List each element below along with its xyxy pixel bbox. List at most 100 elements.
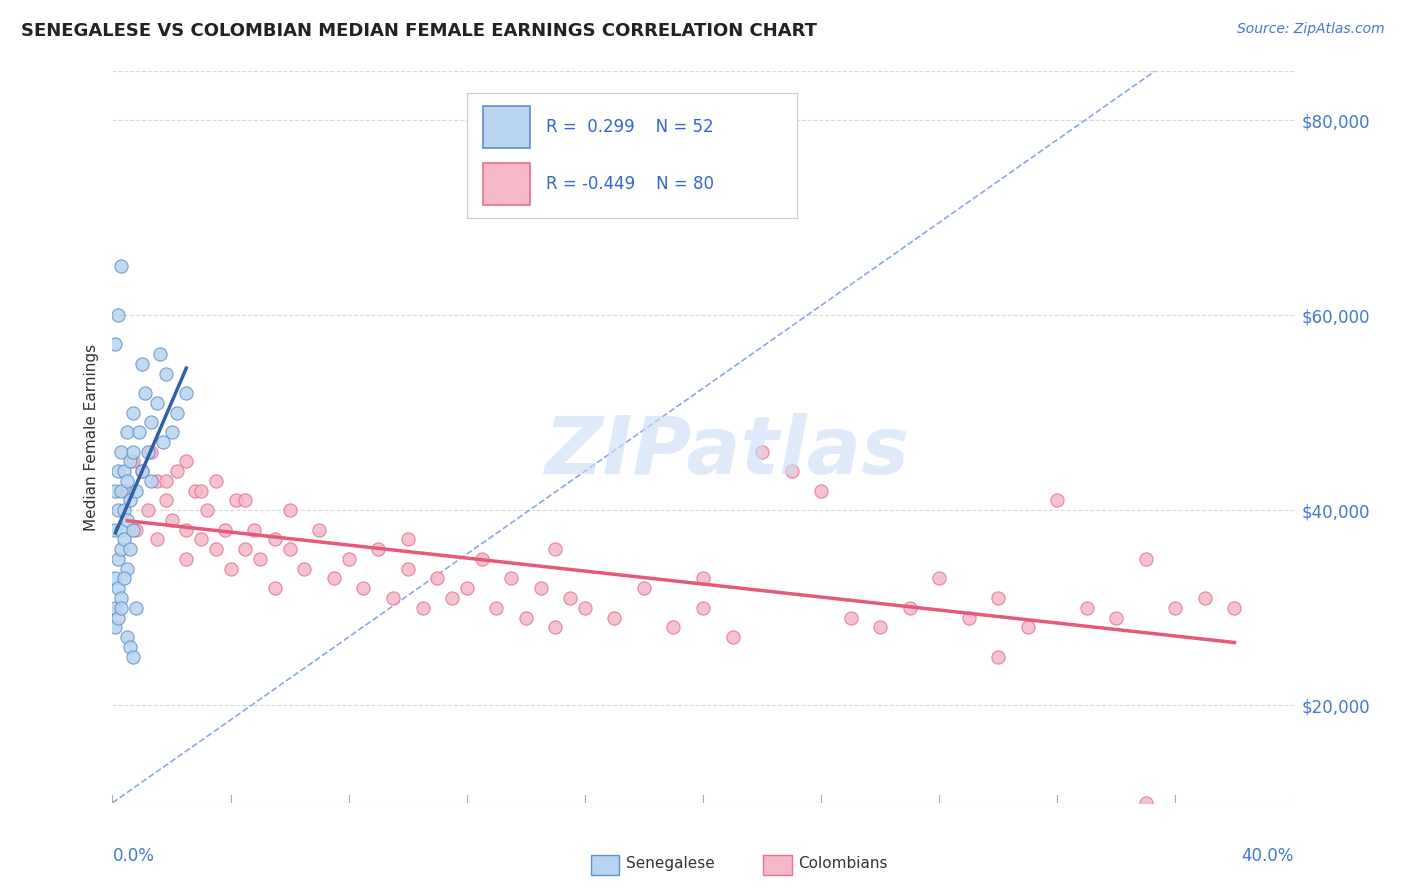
Point — [107, 581, 129, 595]
Point — [1194, 591, 1216, 605]
Point — [122, 523, 145, 537]
Point — [396, 533, 419, 547]
Point — [131, 464, 153, 478]
Point — [110, 260, 132, 274]
Point — [174, 552, 197, 566]
Point — [367, 542, 389, 557]
Point — [146, 533, 169, 547]
Point — [146, 474, 169, 488]
Point — [125, 523, 148, 537]
Bar — [484, 106, 530, 148]
Point — [110, 591, 132, 605]
Point — [249, 552, 271, 566]
Point — [501, 572, 523, 586]
Point — [225, 493, 247, 508]
Point — [1046, 493, 1069, 508]
Point — [122, 649, 145, 664]
Point — [352, 581, 374, 595]
Point — [1076, 600, 1098, 615]
Point — [104, 483, 127, 498]
Point — [134, 386, 156, 401]
Point — [120, 493, 142, 508]
Point — [515, 610, 537, 624]
Point — [214, 523, 236, 537]
Point — [233, 542, 256, 557]
Point — [928, 572, 950, 586]
Point — [470, 552, 494, 566]
Point — [190, 483, 212, 498]
Point — [721, 630, 744, 644]
Point — [633, 581, 655, 595]
Point — [146, 396, 169, 410]
Point — [1223, 600, 1246, 615]
Point — [692, 600, 714, 615]
Point — [205, 474, 228, 488]
Point — [485, 600, 508, 615]
Point — [190, 533, 212, 547]
Point — [104, 620, 127, 634]
Point — [184, 483, 207, 498]
Point — [411, 600, 433, 615]
Point — [160, 513, 183, 527]
Point — [107, 503, 129, 517]
Point — [869, 620, 891, 634]
Point — [125, 600, 148, 615]
Point — [136, 503, 159, 517]
Point — [110, 542, 132, 557]
Point — [122, 454, 145, 468]
Text: Colombians: Colombians — [799, 856, 889, 871]
Point — [1135, 552, 1157, 566]
Point — [558, 591, 582, 605]
Point — [149, 347, 172, 361]
Y-axis label: Median Female Earnings: Median Female Earnings — [83, 343, 98, 531]
Point — [264, 581, 287, 595]
Point — [166, 464, 188, 478]
Point — [323, 572, 346, 586]
Text: Senegalese: Senegalese — [626, 856, 714, 871]
Point — [264, 533, 287, 547]
Point — [166, 406, 188, 420]
Point — [155, 474, 177, 488]
Point — [426, 572, 449, 586]
Point — [692, 572, 714, 586]
Point — [112, 464, 135, 478]
Point — [117, 425, 138, 440]
Point — [107, 552, 129, 566]
Point — [112, 503, 135, 517]
Text: R =  0.299    N = 52: R = 0.299 N = 52 — [546, 118, 714, 136]
Point — [195, 503, 218, 517]
Point — [139, 416, 162, 430]
Bar — [484, 163, 530, 205]
Point — [174, 523, 197, 537]
Point — [104, 572, 127, 586]
Point — [1164, 600, 1187, 615]
Point — [125, 483, 148, 498]
Point — [219, 562, 242, 576]
Point — [1135, 796, 1157, 810]
Point — [120, 542, 142, 557]
Point — [110, 523, 132, 537]
Point — [544, 620, 567, 634]
Point — [139, 444, 162, 458]
Point — [136, 444, 159, 458]
Point — [233, 493, 256, 508]
Point — [987, 591, 1010, 605]
Point — [1105, 610, 1128, 624]
Point — [292, 562, 315, 576]
Text: 40.0%: 40.0% — [1241, 847, 1294, 864]
Point — [104, 337, 127, 351]
Point — [396, 562, 419, 576]
Text: ZIPatlas: ZIPatlas — [544, 413, 910, 491]
Point — [117, 474, 138, 488]
Point — [574, 600, 596, 615]
Point — [104, 600, 127, 615]
Point — [662, 620, 685, 634]
Point — [128, 425, 150, 440]
Point — [243, 523, 266, 537]
Point — [152, 434, 174, 449]
Point — [898, 600, 921, 615]
Point — [987, 649, 1010, 664]
Point — [122, 406, 145, 420]
Point — [278, 542, 301, 557]
Point — [810, 483, 832, 498]
